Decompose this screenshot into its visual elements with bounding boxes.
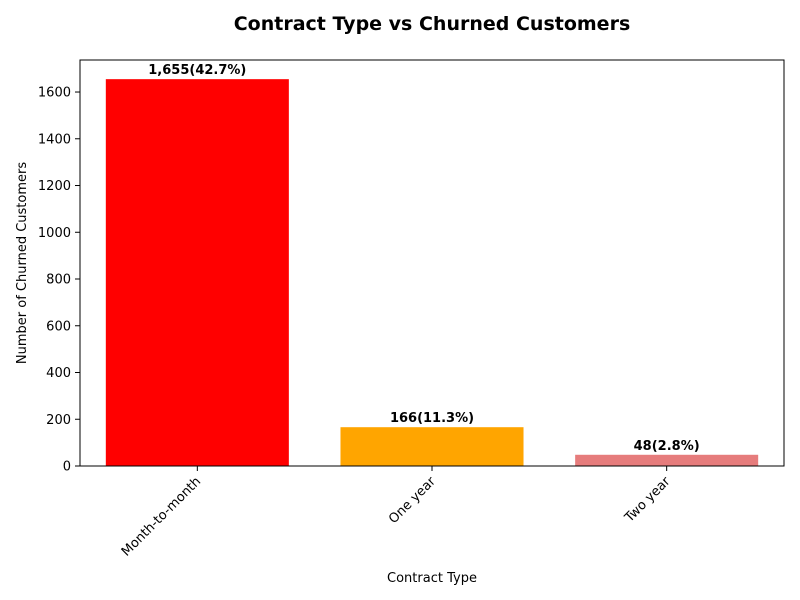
x-tick-label: Month-to-month [119,474,204,559]
y-tick-label: 1600 [38,86,71,101]
y-tick-label: 1000 [38,226,71,241]
y-tick-label: 200 [46,413,71,428]
x-tick-label: One year [386,474,439,527]
bar-data-label: 48(2.8%) [634,439,700,454]
plot-area: 0 200 400 600 800 1000 1200 1400 1600 1,655(42.7%… [38,63,759,560]
y-tick-label: 400 [46,366,71,381]
y-tick-label: 600 [46,319,71,334]
x-axis-label: Contract Type [387,571,477,586]
plot-frame [79,59,785,467]
chart-title: Contract Type vs Churned Customers [234,13,631,35]
bar-data-label: 1,655(42.7%) [148,63,246,78]
y-tick-label: 1400 [38,132,71,147]
bar [575,454,759,466]
y-axis-label: Number of Churned Customers [15,162,30,364]
bar-data-label: 166(11.3%) [390,411,474,426]
y-tick-label: 1200 [38,179,71,194]
x-tick-label: Two year [622,474,674,526]
y-tick-label: 800 [46,273,71,288]
bar [340,427,524,466]
bar [105,79,289,466]
y-tick-label: 0 [63,460,71,475]
